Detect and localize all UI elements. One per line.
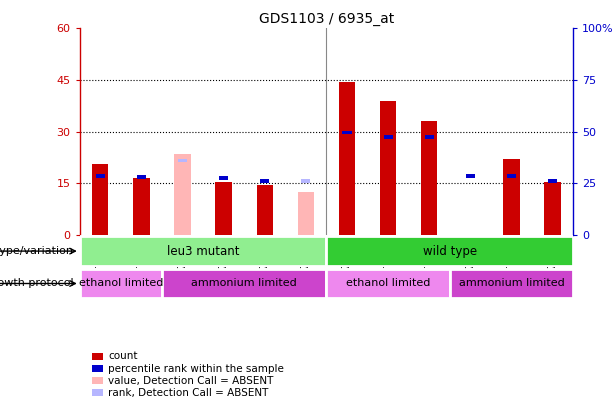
Text: genotype/variation: genotype/variation xyxy=(0,246,74,256)
Bar xyxy=(421,121,438,235)
Bar xyxy=(260,179,269,183)
FancyBboxPatch shape xyxy=(162,269,327,298)
FancyBboxPatch shape xyxy=(80,269,162,298)
Text: growth protocol: growth protocol xyxy=(0,279,74,288)
Text: wild type: wild type xyxy=(423,245,477,258)
Bar xyxy=(174,154,191,235)
Bar xyxy=(339,82,355,235)
Bar xyxy=(215,181,232,235)
Title: GDS1103 / 6935_at: GDS1103 / 6935_at xyxy=(259,12,394,26)
Bar xyxy=(384,135,393,139)
Text: rank, Detection Call = ABSENT: rank, Detection Call = ABSENT xyxy=(108,388,268,398)
FancyBboxPatch shape xyxy=(327,236,573,266)
Text: ammonium limited: ammonium limited xyxy=(191,279,297,288)
Bar xyxy=(178,159,187,162)
Bar xyxy=(507,174,516,178)
FancyBboxPatch shape xyxy=(327,269,450,298)
Text: ethanol limited: ethanol limited xyxy=(346,279,430,288)
Bar xyxy=(544,181,561,235)
Bar xyxy=(137,175,146,179)
Bar xyxy=(133,178,150,235)
Bar xyxy=(380,100,397,235)
Bar xyxy=(343,131,351,134)
Bar xyxy=(548,179,557,183)
Bar xyxy=(503,159,520,235)
FancyBboxPatch shape xyxy=(450,269,573,298)
Bar xyxy=(219,176,228,180)
Bar xyxy=(425,135,434,139)
Bar xyxy=(96,174,105,178)
Bar xyxy=(298,192,314,235)
Text: value, Detection Call = ABSENT: value, Detection Call = ABSENT xyxy=(108,376,273,386)
Bar xyxy=(466,174,475,178)
Bar xyxy=(256,185,273,235)
Text: percentile rank within the sample: percentile rank within the sample xyxy=(108,364,284,373)
Bar xyxy=(92,164,109,235)
FancyBboxPatch shape xyxy=(80,236,327,266)
Text: leu3 mutant: leu3 mutant xyxy=(167,245,239,258)
Text: ethanol limited: ethanol limited xyxy=(78,279,163,288)
Text: ammonium limited: ammonium limited xyxy=(459,279,565,288)
Bar xyxy=(302,179,310,183)
Text: count: count xyxy=(108,352,137,361)
